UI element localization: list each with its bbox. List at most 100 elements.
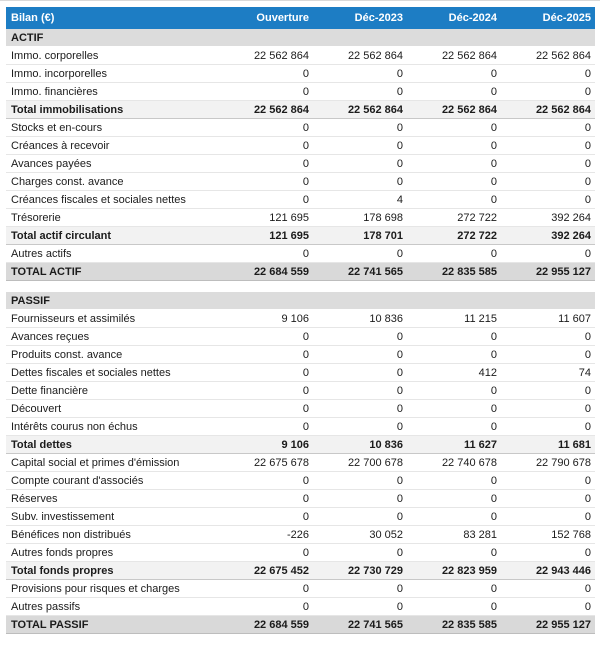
row-value: 152 768 — [501, 525, 595, 544]
row-value: 22 835 585 — [407, 615, 501, 634]
row-value: 22 562 864 — [219, 100, 313, 119]
row-value: 0 — [313, 136, 407, 155]
row-label: TOTAL ACTIF — [6, 262, 219, 281]
row-value: 0 — [407, 507, 501, 526]
row-value: 0 — [219, 507, 313, 526]
row-label: Créances fiscales et sociales nettes — [6, 190, 219, 209]
column-header-dec-2025: Déc-2025 — [501, 7, 595, 29]
row-value: 178 698 — [313, 208, 407, 227]
row-label: Immo. financières — [6, 82, 219, 101]
row-value: 0 — [407, 172, 501, 191]
row-value: 0 — [313, 244, 407, 263]
table-row: Découvert 0 0 0 0 — [6, 399, 595, 418]
section-title: PASSIF — [6, 292, 595, 310]
row-value: 0 — [407, 597, 501, 616]
row-value: 0 — [219, 381, 313, 400]
row-value: 0 — [501, 597, 595, 616]
section-spacer — [6, 280, 595, 292]
table-row: Bénéfices non distribués -226 30 052 83 281… — [6, 525, 595, 544]
row-value: 0 — [407, 136, 501, 155]
row-value: 0 — [313, 399, 407, 418]
table-row: Total immobilisations 22 562 864 22 562 86… — [6, 100, 595, 119]
row-value: 0 — [501, 381, 595, 400]
row-value: 22 684 559 — [219, 262, 313, 281]
table-row: Charges const. avance 0 0 0 0 — [6, 172, 595, 191]
row-value: 0 — [407, 417, 501, 436]
row-value: 0 — [501, 118, 595, 137]
row-value: 0 — [219, 154, 313, 173]
row-value: 11 607 — [501, 309, 595, 328]
table-row: Autres fonds propres 0 0 0 0 — [6, 543, 595, 562]
section-title: ACTIF — [6, 29, 595, 47]
row-value: 22 823 959 — [407, 561, 501, 580]
row-value: 0 — [501, 64, 595, 83]
row-value: 0 — [501, 327, 595, 346]
row-value: 0 — [219, 597, 313, 616]
row-value: 0 — [407, 64, 501, 83]
row-value: 0 — [313, 579, 407, 598]
row-value: 0 — [313, 345, 407, 364]
row-label: Provisions pour risques et charges — [6, 579, 219, 598]
table-row: Autres passifs 0 0 0 0 — [6, 597, 595, 616]
row-label: Bénéfices non distribués — [6, 525, 219, 544]
row-value: 0 — [313, 543, 407, 562]
table-row: Compte courant d'associés 0 0 0 0 — [6, 471, 595, 490]
row-value: 22 730 729 — [313, 561, 407, 580]
row-value: 22 562 864 — [407, 46, 501, 65]
row-value: 22 562 864 — [501, 100, 595, 119]
row-value: 0 — [501, 399, 595, 418]
row-value: 0 — [407, 154, 501, 173]
row-value: 0 — [313, 471, 407, 490]
row-value: 30 052 — [313, 525, 407, 544]
row-value: 0 — [501, 136, 595, 155]
row-value: 9 106 — [219, 309, 313, 328]
table-row: Fournisseurs et assimilés 9 106 10 836 11 2… — [6, 309, 595, 328]
row-value: 0 — [407, 543, 501, 562]
section-spacer-cell — [6, 280, 595, 292]
row-value: 10 836 — [313, 309, 407, 328]
row-value: 0 — [219, 543, 313, 562]
row-value: 22 943 446 — [501, 561, 595, 580]
row-value: 9 106 — [219, 435, 313, 454]
row-value: 392 264 — [501, 208, 595, 227]
row-value: 0 — [313, 64, 407, 83]
row-value: 22 700 678 — [313, 453, 407, 472]
row-value: 0 — [219, 172, 313, 191]
row-label: Fournisseurs et assimilés — [6, 309, 219, 328]
row-value: 0 — [313, 118, 407, 137]
table-row: Immo. financières 0 0 0 0 — [6, 82, 595, 101]
row-value: 74 — [501, 363, 595, 382]
row-value: 0 — [219, 244, 313, 263]
row-value: 0 — [219, 399, 313, 418]
row-label: Stocks et en-cours — [6, 118, 219, 137]
row-value: 0 — [313, 417, 407, 436]
row-label: Produits const. avance — [6, 345, 219, 364]
row-value: 22 684 559 — [219, 615, 313, 634]
table-row: Créances fiscales et sociales nettes 0 4 0 0 — [6, 190, 595, 209]
row-label: Charges const. avance — [6, 172, 219, 191]
row-value: 0 — [407, 381, 501, 400]
row-label: Total dettes — [6, 435, 219, 454]
row-value: 121 695 — [219, 208, 313, 227]
balance-sheet-table: Bilan (€) Ouverture Déc-2023 Déc-2024 Dé… — [6, 7, 595, 634]
row-value: 0 — [313, 507, 407, 526]
table-row: TOTAL ACTIF 22 684 559 22 741 565 22 835 58… — [6, 262, 595, 281]
row-value: 0 — [501, 82, 595, 101]
table-row: Réserves 0 0 0 0 — [6, 489, 595, 508]
row-value: 22 675 678 — [219, 453, 313, 472]
row-value: 11 681 — [501, 435, 595, 454]
row-label: Autres fonds propres — [6, 543, 219, 562]
row-label: Créances à recevoir — [6, 136, 219, 155]
row-value: 22 955 127 — [501, 262, 595, 281]
table-row: Immo. corporelles 22 562 864 22 562 864 22 … — [6, 46, 595, 65]
row-value: 0 — [219, 579, 313, 598]
section-header-actif: ACTIF — [6, 29, 595, 47]
row-value: 0 — [407, 579, 501, 598]
row-value: 392 264 — [501, 226, 595, 245]
row-value: 22 955 127 — [501, 615, 595, 634]
row-value: 0 — [407, 327, 501, 346]
row-label: Dettes fiscales et sociales nettes — [6, 363, 219, 382]
table-row: Immo. incorporelles 0 0 0 0 — [6, 64, 595, 83]
row-value: 0 — [219, 327, 313, 346]
row-value: 11 215 — [407, 309, 501, 328]
